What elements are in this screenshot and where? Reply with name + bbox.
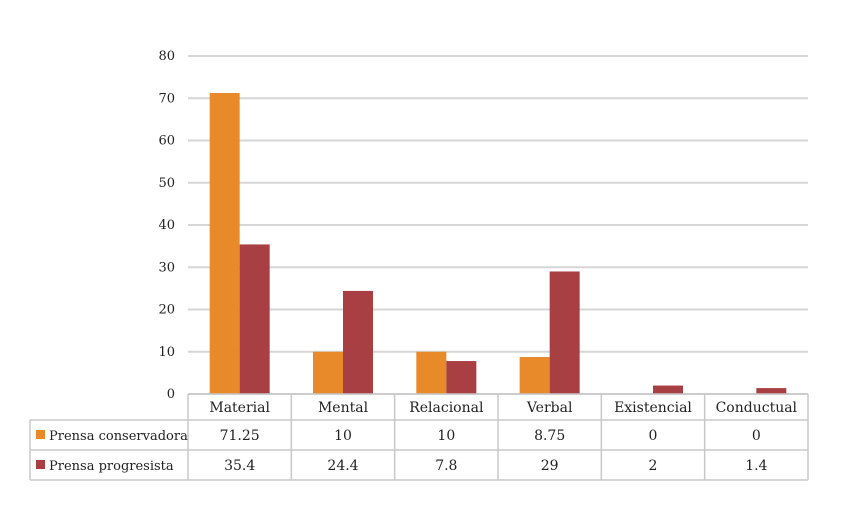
gridlines bbox=[188, 55, 808, 395]
data-label: 71.25 bbox=[220, 428, 260, 444]
bars bbox=[209, 92, 787, 394]
y-tick-label: 60 bbox=[158, 134, 175, 149]
category-label: Mental bbox=[318, 400, 369, 416]
data-label: 24.4 bbox=[327, 458, 358, 474]
y-tick-label: 40 bbox=[158, 218, 175, 233]
category-label: Material bbox=[209, 400, 270, 416]
y-tick-label: 80 bbox=[158, 49, 175, 64]
bar-progresista bbox=[446, 361, 477, 394]
bar-progresista bbox=[549, 271, 580, 394]
bar-progresista bbox=[653, 385, 683, 394]
y-tick-label: 0 bbox=[167, 387, 175, 402]
legend-swatch bbox=[36, 430, 45, 439]
data-label: 35.4 bbox=[224, 458, 255, 474]
legend-swatch bbox=[36, 460, 45, 469]
bar-progresista bbox=[343, 290, 373, 394]
bar-conservadora bbox=[313, 351, 343, 394]
data-label: 7.8 bbox=[435, 458, 457, 474]
data-label: 1.4 bbox=[745, 458, 767, 474]
category-label: Relacional bbox=[409, 400, 484, 416]
legend-label: Prensa progresista bbox=[49, 459, 174, 474]
y-tick-label: 30 bbox=[158, 260, 175, 275]
y-tick-label: 20 bbox=[158, 303, 175, 318]
bar-conservadora bbox=[519, 357, 550, 394]
data-label: 0 bbox=[752, 428, 761, 444]
y-tick-label: 70 bbox=[158, 91, 175, 106]
data-label: 8.75 bbox=[534, 428, 565, 444]
data-label: 10 bbox=[437, 428, 455, 444]
data-label: 0 bbox=[649, 428, 658, 444]
data-label: 29 bbox=[541, 458, 559, 474]
bar-progresista bbox=[239, 244, 270, 394]
category-label: Existencial bbox=[614, 400, 692, 416]
bar-conservadora bbox=[416, 351, 447, 394]
bar-conservadora bbox=[209, 92, 240, 394]
legend-label: Prensa conservadora bbox=[49, 429, 188, 444]
y-tick-label: 50 bbox=[158, 176, 175, 191]
data-table: Material Mental Relacional Verbal Existencia… bbox=[29, 393, 809, 481]
data-label: 10 bbox=[334, 428, 352, 444]
category-label: Verbal bbox=[526, 400, 573, 416]
y-tick-label: 10 bbox=[158, 345, 175, 360]
data-label: 2 bbox=[649, 458, 658, 474]
bar-progresista bbox=[756, 388, 787, 394]
y-axis-ticks: 0 10 20 30 40 50 60 70 80 bbox=[158, 49, 175, 402]
category-label: Conductual bbox=[716, 400, 798, 416]
